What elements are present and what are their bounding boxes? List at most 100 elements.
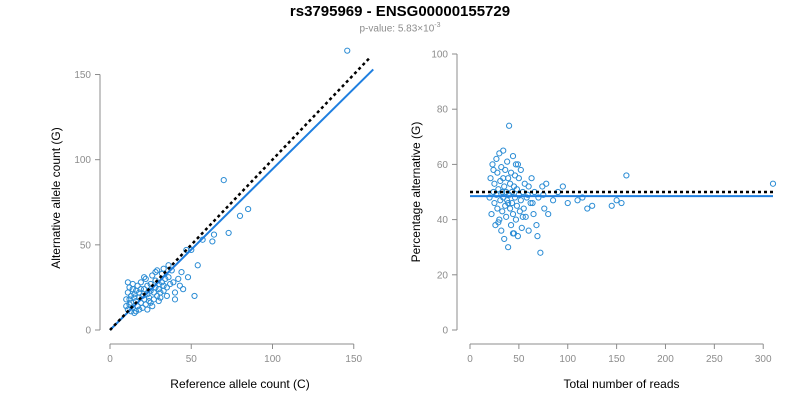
data-point	[527, 199, 534, 207]
data-point	[508, 199, 516, 207]
data-point	[498, 227, 505, 234]
data-point	[184, 274, 192, 281]
y-axis: 0 20 40 60 80 100	[431, 50, 458, 337]
data-point	[144, 306, 151, 313]
data-point	[512, 216, 520, 223]
data-point	[505, 122, 513, 129]
y-tick-label: 0	[85, 326, 91, 337]
data-point	[493, 155, 500, 162]
data-point	[136, 306, 143, 313]
data-point	[514, 161, 521, 168]
data-point	[589, 202, 596, 209]
y-tick-label: 40	[437, 215, 449, 226]
data-point	[128, 292, 135, 300]
data-point	[506, 205, 514, 212]
x-tick-label: 50	[186, 354, 198, 365]
y-tick-label: 20	[437, 270, 449, 281]
data-point	[167, 280, 174, 288]
chart-subtitle: p-value: 5.83×10-3	[0, 22, 800, 34]
data-point	[486, 194, 493, 201]
x-axis-label: Total number of reads	[563, 377, 679, 391]
data-point	[171, 289, 179, 296]
data-point	[491, 180, 498, 187]
x-tick-label: 250	[706, 354, 723, 365]
data-point	[194, 262, 201, 269]
data-point	[131, 309, 138, 317]
y-tick-label: 100	[431, 50, 448, 61]
data-point	[502, 166, 509, 174]
data-point	[136, 289, 143, 296]
data-point	[509, 230, 517, 237]
data-point	[543, 180, 550, 187]
fit-line	[109, 68, 374, 331]
data-point	[523, 194, 530, 201]
x-tick-label: 100	[559, 354, 576, 365]
data-point	[344, 47, 351, 54]
data-point	[171, 296, 179, 303]
data-point	[163, 292, 170, 300]
data-point	[519, 213, 526, 220]
data-point	[144, 282, 151, 289]
data-point	[123, 303, 130, 310]
data-point	[209, 238, 216, 245]
data-point	[155, 297, 162, 305]
data-point	[142, 275, 149, 283]
data-point	[490, 166, 497, 174]
data-point	[529, 199, 536, 207]
y-tick-label: 100	[74, 155, 91, 166]
data-point	[126, 284, 133, 291]
data-point	[541, 205, 548, 212]
data-point	[507, 222, 515, 229]
allele-count-scatter: 0 50 100 150 Reference allele count (C) 0 50 10…	[49, 47, 374, 391]
expected-line	[109, 56, 371, 331]
y-axis-label: Alternative allele count (G)	[49, 127, 63, 268]
data-point	[514, 233, 521, 240]
data-point	[501, 235, 508, 243]
data-point	[491, 199, 498, 207]
data-point	[500, 175, 507, 182]
data-point	[522, 213, 529, 220]
data-point	[613, 197, 620, 204]
data-point	[579, 194, 586, 201]
data-point	[236, 212, 244, 219]
data-point	[154, 267, 161, 274]
data-point	[537, 249, 544, 256]
x-tick-label: 200	[657, 354, 674, 365]
data-point	[559, 183, 566, 190]
data-point	[488, 210, 495, 218]
data-point	[160, 287, 167, 294]
y-tick-label: 80	[437, 105, 449, 116]
data-point	[137, 286, 144, 293]
data-point	[520, 205, 527, 212]
data-point	[225, 229, 232, 237]
data-point	[487, 175, 494, 182]
data-point	[170, 279, 177, 286]
data-point	[180, 286, 187, 293]
data-point	[152, 268, 159, 276]
data-point	[191, 292, 198, 300]
data-point	[245, 205, 252, 213]
chart-title: rs3795969 - ENSG00000155729	[289, 3, 511, 20]
data-point	[141, 286, 148, 293]
x-tick-label: 50	[513, 354, 525, 365]
y-tick-label: 0	[442, 326, 448, 337]
p-value-text: p-value: 5.83×10	[359, 23, 435, 35]
data-point	[564, 199, 571, 207]
data-point	[504, 158, 511, 165]
data-point	[220, 177, 227, 184]
data-point	[141, 274, 148, 281]
data-point	[518, 224, 525, 231]
data-point	[584, 205, 591, 212]
x-axis-label: Reference allele count (C)	[170, 377, 309, 391]
y-axis: 0 50 100 150	[74, 70, 101, 337]
data-point	[132, 308, 140, 315]
data-points	[123, 47, 351, 317]
y-tick-label: 150	[74, 70, 91, 81]
x-axis: 0 50 100 150 200 250 300	[467, 343, 772, 365]
data-point	[126, 301, 133, 308]
y-tick-label: 60	[437, 160, 449, 171]
data-point	[129, 280, 136, 288]
data-point	[525, 227, 532, 234]
data-point	[769, 180, 777, 187]
